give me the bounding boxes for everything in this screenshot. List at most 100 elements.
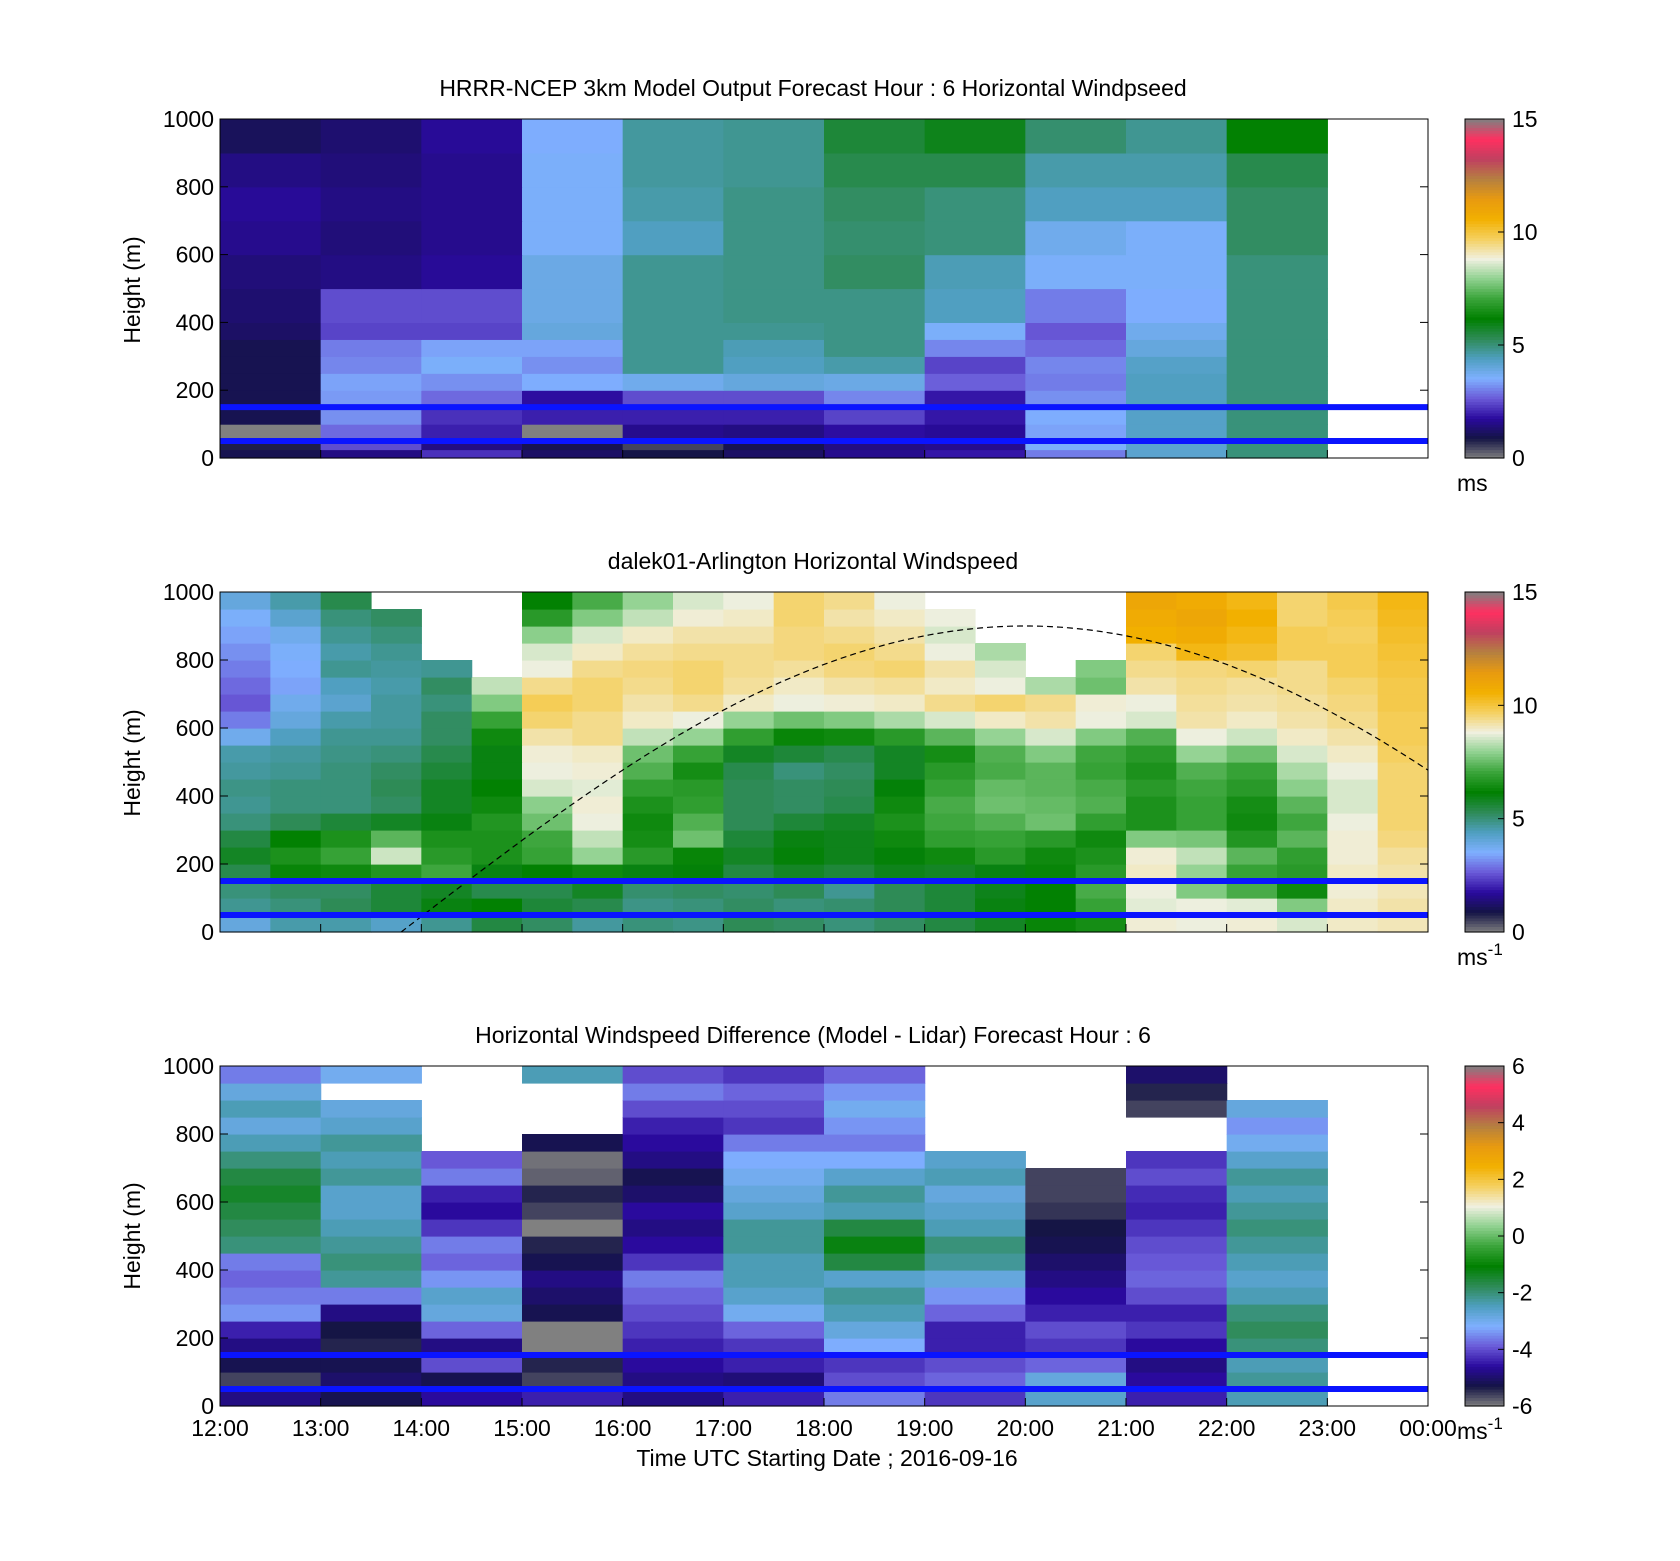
heatmap-cell xyxy=(270,830,322,848)
y-axis-label: Height (m) xyxy=(119,236,145,343)
heatmap-cell xyxy=(1126,592,1177,610)
colorbar-segment xyxy=(1465,409,1504,414)
heatmap-cell xyxy=(220,694,271,712)
heatmap-cell xyxy=(1025,881,1077,899)
heatmap-cell xyxy=(975,694,1026,712)
heatmap-cell xyxy=(1277,694,1328,712)
heatmap-cell xyxy=(1025,339,1127,357)
heatmap-cell xyxy=(723,1219,825,1237)
heatmap-cell xyxy=(421,1287,523,1305)
heatmap-cell xyxy=(1226,847,1278,865)
heatmap-cell xyxy=(824,407,926,425)
heatmap-cell xyxy=(421,1304,523,1322)
heatmap-cell xyxy=(572,677,624,695)
colorbar-segment xyxy=(1465,1298,1504,1302)
heatmap-cell xyxy=(1025,220,1127,256)
colorbar-segment xyxy=(1465,1179,1504,1183)
colorbar-segment xyxy=(1465,1221,1504,1226)
colorbar-segment xyxy=(1465,1363,1504,1367)
x-tick-label: 12:00 xyxy=(191,1415,249,1441)
heatmap-cell xyxy=(1025,1321,1127,1339)
x-axis-label: Time UTC Starting Date ; 2016-09-16 xyxy=(636,1445,1017,1471)
heatmap-cell xyxy=(1226,424,1328,442)
colorbar-segment xyxy=(1465,1289,1504,1294)
heatmap-cell xyxy=(220,728,271,746)
colorbar-segment xyxy=(1465,1207,1504,1212)
heatmap-cell xyxy=(622,1338,724,1356)
heatmap-cell xyxy=(1327,677,1379,695)
heatmap-cell xyxy=(1126,254,1228,290)
colorbar-tick-label: -2 xyxy=(1512,1280,1532,1306)
colorbar-segment xyxy=(1465,217,1504,222)
heatmap-cell xyxy=(773,796,825,814)
heatmap-cell xyxy=(220,186,322,222)
colorbar-segment xyxy=(1465,606,1504,610)
heatmap-cell xyxy=(824,881,875,899)
colorbar-segment xyxy=(1465,1068,1504,1073)
heatmap-cell xyxy=(723,390,825,408)
colorbar-segment xyxy=(1465,835,1504,840)
heatmap-cell xyxy=(1226,119,1328,154)
colorbar-segment xyxy=(1465,421,1504,425)
heatmap-cell xyxy=(320,677,372,695)
heatmap-cell xyxy=(421,762,473,780)
heatmap-cell xyxy=(1126,881,1177,899)
colorbar-segment xyxy=(1465,1400,1504,1404)
heatmap-cell xyxy=(1025,745,1077,763)
colorbar-segment xyxy=(1465,682,1504,687)
heatmap-cell xyxy=(371,660,422,678)
heatmap-cell xyxy=(1226,592,1278,610)
heatmap-cell xyxy=(522,1338,624,1356)
colorbar-segment xyxy=(1465,373,1504,377)
heatmap-cell xyxy=(320,779,372,797)
heatmap-cell xyxy=(1126,694,1177,712)
heatmap-cell xyxy=(320,322,422,340)
colorbar-segment xyxy=(1465,1306,1504,1311)
colorbar-segment xyxy=(1465,376,1504,380)
colorbar-segment xyxy=(1465,798,1504,803)
heatmap-cell xyxy=(1126,1202,1228,1220)
heatmap-cell xyxy=(320,847,372,865)
heatmap-cell xyxy=(824,609,875,627)
heatmap-cell xyxy=(975,660,1026,678)
heatmap-cell xyxy=(220,1202,322,1220)
colorbar-segment xyxy=(1465,662,1504,667)
colorbar-tick-label: 10 xyxy=(1512,219,1538,245)
heatmap-cell xyxy=(824,711,875,729)
heatmap-cell xyxy=(220,1083,322,1101)
heatmap-cell xyxy=(1377,643,1429,661)
heatmap-cell xyxy=(723,677,775,695)
heatmap-cell xyxy=(1226,796,1278,814)
heatmap-cell xyxy=(1176,813,1228,831)
heatmap-cell xyxy=(924,441,1026,451)
heatmap-cell xyxy=(874,745,926,763)
heatmap-cell xyxy=(622,220,724,256)
axes: 0 200 400 600 800 1000 xyxy=(163,106,1429,471)
colorbar-segment xyxy=(1465,1352,1504,1356)
colorbar-segment xyxy=(1465,759,1504,763)
heatmap-cell xyxy=(522,186,624,222)
heatmap-cell xyxy=(622,643,674,661)
heatmap-cell xyxy=(723,745,775,763)
y-axis-label: Height (m) xyxy=(119,709,145,816)
colorbar-frame xyxy=(1464,591,1505,933)
colorbar-segment xyxy=(1465,291,1504,295)
heatmap-cell xyxy=(824,728,875,746)
heatmap-cell xyxy=(1176,796,1228,814)
colorbar-segment xyxy=(1465,367,1504,372)
colorbar-segment xyxy=(1465,1173,1504,1178)
heatmap-cell xyxy=(622,186,724,222)
heatmap-cell xyxy=(1025,1304,1127,1322)
heatmap-cell xyxy=(723,898,775,916)
colorbar-segment xyxy=(1465,1326,1504,1331)
heatmap-cell xyxy=(522,288,624,323)
colorbar-segment xyxy=(1465,169,1504,174)
heatmap-cell xyxy=(522,864,573,882)
heatmap-cell xyxy=(723,1372,825,1390)
heatmap-cell xyxy=(924,881,976,899)
heatmap-cell xyxy=(1377,762,1429,780)
heatmap-cell xyxy=(1025,898,1077,916)
heatmap-cell xyxy=(1327,762,1379,780)
heatmap-cell xyxy=(421,322,523,340)
y-tick-label: 600 xyxy=(176,715,214,741)
